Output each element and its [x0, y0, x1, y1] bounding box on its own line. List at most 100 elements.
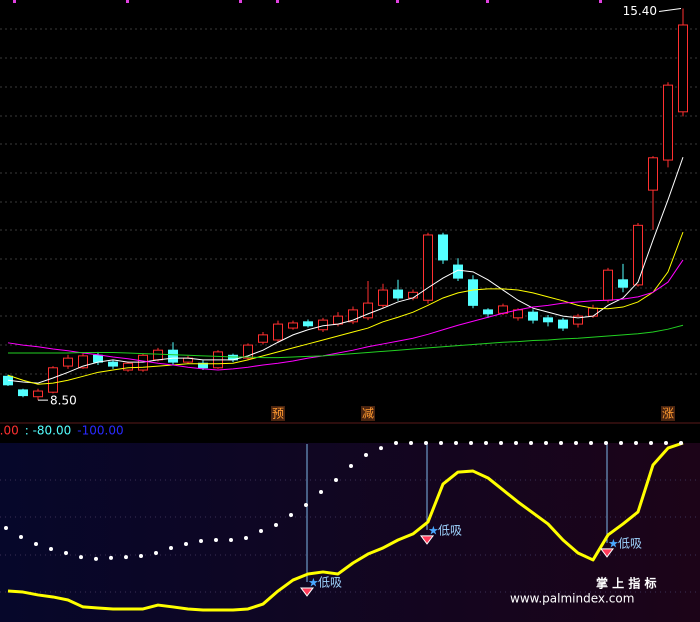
candle-body [483, 309, 493, 315]
indicator-dot [49, 546, 53, 551]
indicator-dot [394, 441, 398, 445]
candle-body [423, 234, 433, 301]
candle-body [168, 349, 178, 363]
low-label: 8.50 [50, 394, 77, 408]
candle-body [528, 311, 538, 321]
indicator-dot [349, 463, 353, 468]
candle-body [378, 289, 388, 306]
indicator-dot [529, 441, 533, 445]
indicator-dot [244, 535, 248, 540]
candle-body [273, 323, 283, 341]
candle-body [438, 234, 448, 261]
candle-body [408, 291, 418, 299]
legend-value: 0.00 [0, 424, 19, 438]
signal-diamond [600, 548, 614, 558]
indicator-grid [0, 479, 700, 593]
indicator-dot [94, 556, 98, 561]
candle-body [618, 279, 628, 288]
candle-body [288, 322, 298, 329]
indicator-dot [124, 555, 128, 560]
indicator-dot [679, 441, 683, 445]
candle-body [48, 367, 58, 393]
candle-body [363, 302, 373, 319]
candle-body [468, 279, 478, 306]
tag-box [361, 406, 375, 421]
indicator-dot [454, 441, 458, 445]
indicator-dot [634, 441, 638, 445]
indicator-dot [439, 441, 443, 445]
moving-average [7, 231, 684, 385]
tag: 减 [362, 407, 374, 421]
indicator-dot [259, 529, 263, 534]
indicator-dot [184, 542, 188, 547]
legend-value: : -80.00 [25, 424, 72, 438]
candle-body [78, 355, 88, 369]
candle-body [108, 361, 118, 367]
indicator-dot [199, 539, 203, 544]
indicator-dot [589, 441, 593, 445]
candle-body [633, 224, 643, 286]
tag: 预 [272, 407, 284, 421]
indicator-dot [514, 441, 518, 445]
indicator-dot [289, 512, 293, 517]
indicator-dot [19, 534, 23, 539]
indicator-dot [559, 441, 563, 445]
indicator-dot [469, 441, 473, 445]
candle-body [243, 344, 253, 359]
signal-star: ★ [428, 523, 439, 537]
indicator-dot [64, 551, 68, 556]
signal-label: 低吸 [618, 536, 642, 550]
watermark: 掌 上 指 标 [596, 576, 657, 591]
candle-body [138, 354, 148, 371]
indicator-dot [379, 446, 383, 451]
indicator-dot [544, 441, 548, 445]
indicator-dot [649, 441, 653, 445]
indicator-dot [319, 490, 323, 495]
candle-body [123, 362, 133, 371]
candle-body [33, 390, 43, 398]
indicator-dot [424, 441, 428, 445]
high-label: 15.40 [623, 4, 657, 18]
signal-label: 低吸 [438, 523, 462, 537]
high-arrow [658, 8, 682, 13]
candle-body [393, 289, 403, 299]
signal-diamond [300, 587, 314, 597]
candle-body [603, 269, 613, 301]
indicator-dot [79, 555, 83, 560]
indicator-dot [34, 542, 38, 547]
signal-star: ★ [308, 575, 319, 589]
indicator-dot [154, 551, 158, 556]
candle-body [18, 389, 28, 397]
indicator-dot [499, 441, 503, 445]
moving-average [8, 324, 684, 359]
indicator-dot [484, 441, 488, 445]
indicator-dot [334, 478, 338, 483]
candle-body [558, 319, 568, 329]
candle-body [453, 264, 463, 279]
indicator-dot [139, 554, 143, 559]
candle-body [63, 357, 73, 367]
candle-body [348, 309, 358, 323]
indicator-dot [364, 452, 368, 457]
legend-value: -100.00 [77, 424, 123, 438]
candle-body [303, 321, 313, 327]
signal-diamond [420, 535, 434, 545]
signal-star: ★ [608, 536, 619, 550]
candle-body [258, 334, 268, 343]
candle-body [543, 317, 553, 323]
top-markers [13, 0, 602, 3]
candle-body [198, 362, 208, 369]
candle-body [588, 307, 598, 317]
candle-body [93, 354, 103, 363]
signal-label: 低吸 [318, 575, 342, 589]
plot-layer: 15.408.50预减涨0.00: -80.00-100.00★低吸★低吸★低吸 [0, 4, 688, 612]
tag-box [271, 406, 285, 421]
indicator-dot [574, 441, 578, 445]
indicator-dot [229, 538, 233, 543]
indicator-dot [109, 555, 113, 560]
indicator-dot [274, 522, 278, 527]
tag: 涨 [662, 406, 674, 421]
indicator-dot [664, 441, 668, 445]
indicator-dot [4, 526, 8, 531]
candle-body [573, 315, 583, 325]
